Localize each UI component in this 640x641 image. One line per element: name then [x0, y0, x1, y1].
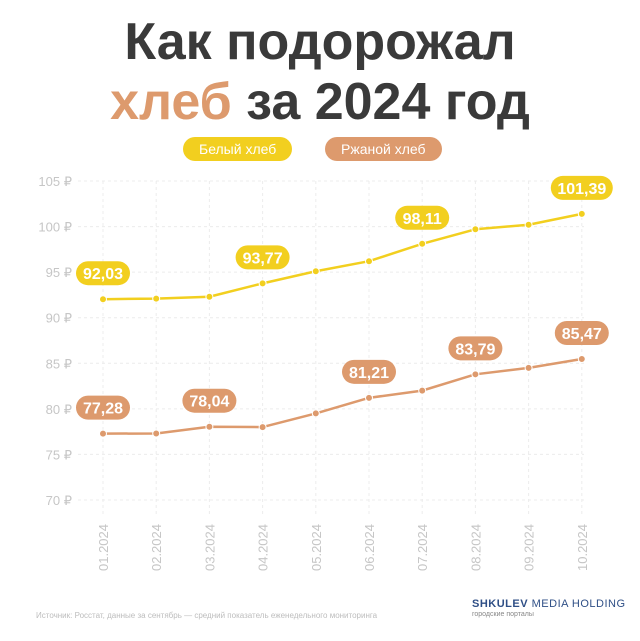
data-label-bg — [554, 321, 609, 346]
data-point — [418, 239, 427, 248]
legend-white-bread: Белый хлеб — [183, 137, 293, 161]
x-tick-label: 01.2024 — [96, 524, 111, 571]
x-tick-label: 09.2024 — [522, 524, 537, 571]
data-label-bg — [395, 205, 450, 230]
data-point — [311, 267, 320, 276]
x-tick-label: 10.2024 — [575, 524, 590, 571]
chart-title-accent: хлеб — [110, 73, 232, 131]
data-point — [365, 257, 373, 266]
data-label: 77,28 — [83, 401, 123, 418]
data-point — [152, 429, 161, 438]
data-point — [258, 279, 267, 288]
data-label: 101,39 — [557, 181, 606, 198]
data-point — [365, 393, 373, 402]
y-tick-label: 85 ₽ — [46, 356, 72, 371]
data-label-bg — [182, 388, 237, 413]
brand-logo: SHKULEV MEDIA HOLDING — [472, 598, 626, 610]
data-point — [524, 220, 533, 229]
data-point — [99, 429, 107, 438]
data-point — [577, 355, 586, 364]
data-label: 78,04 — [189, 394, 229, 411]
chart-title-line-2: хлеб за 2024 год — [0, 72, 640, 132]
series-line-rye-bread — [102, 357, 583, 435]
x-tick-label: 05.2024 — [309, 524, 324, 571]
data-label-bg — [76, 395, 130, 420]
data-point — [99, 295, 107, 304]
y-tick-label: 70 ₽ — [46, 493, 72, 508]
data-point — [418, 386, 427, 395]
brand-subtitle: городские порталы — [472, 611, 534, 618]
legend-rye-bread: Ржаной хлеб — [325, 137, 442, 161]
y-tick-label: 95 ₽ — [46, 265, 72, 280]
data-point — [205, 292, 214, 301]
y-tick-label: 90 ₽ — [46, 311, 72, 326]
y-tick-label: 80 ₽ — [46, 402, 72, 417]
data-label-bg — [448, 336, 503, 361]
data-label-bg — [550, 175, 613, 200]
data-label-bg — [235, 245, 290, 270]
y-tick-label: 100 ₽ — [38, 220, 72, 235]
data-point — [152, 294, 161, 303]
data-point — [524, 363, 533, 372]
source-note: Источник: Росстат, данные за сентябрь — … — [36, 611, 378, 620]
data-point — [471, 370, 480, 379]
x-tick-label: 03.2024 — [202, 524, 217, 571]
x-tick-label: 02.2024 — [149, 524, 164, 571]
x-tick-label: 08.2024 — [468, 524, 483, 571]
data-point — [471, 225, 480, 234]
data-point — [205, 422, 214, 431]
chart-title-line-1: Как подорожал — [124, 13, 516, 71]
data-label: 92,03 — [83, 266, 123, 283]
y-tick-label: 105 ₽ — [38, 174, 72, 189]
data-label-bg — [342, 359, 396, 384]
data-label: 85,47 — [562, 326, 602, 343]
series-line-white-bread — [102, 212, 583, 301]
x-tick-label: 07.2024 — [415, 524, 430, 571]
data-point — [577, 209, 586, 218]
data-label: 98,11 — [403, 211, 442, 228]
chart-title-rest: за 2024 год — [231, 73, 530, 131]
x-tick-label: 06.2024 — [362, 524, 377, 571]
data-label: 93,77 — [243, 250, 283, 267]
y-tick-label: 75 ₽ — [46, 447, 72, 462]
data-point — [258, 423, 267, 432]
data-label: 83,79 — [455, 341, 495, 358]
data-point — [311, 409, 320, 418]
data-label-bg — [76, 261, 130, 286]
data-label: 81,21 — [349, 365, 389, 382]
x-tick-label: 04.2024 — [256, 524, 271, 571]
